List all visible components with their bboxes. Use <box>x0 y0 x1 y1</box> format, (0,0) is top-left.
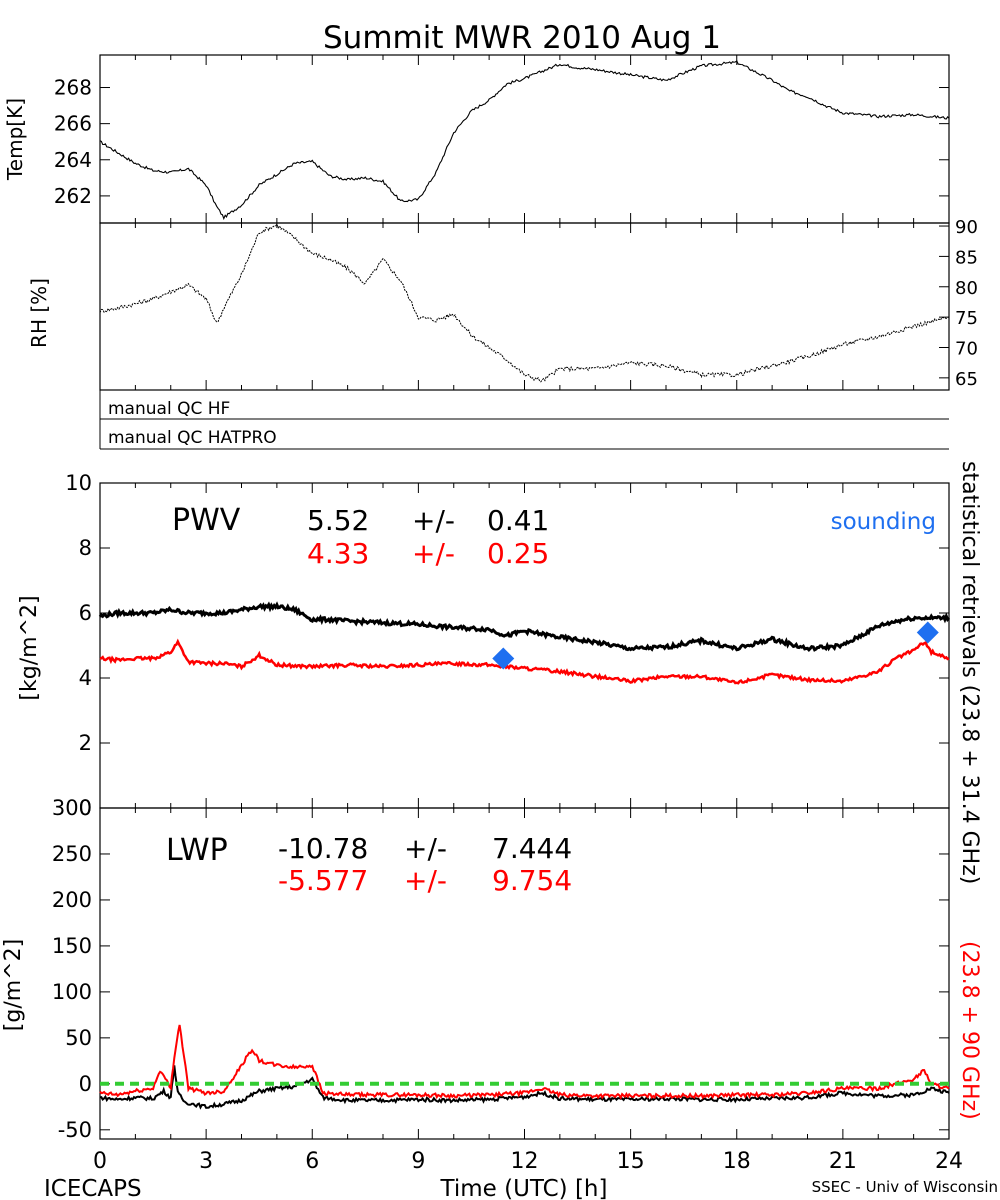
y-tick-label: 65 <box>955 369 978 390</box>
lwp-series-black <box>99 1065 950 1110</box>
sounding-legend: sounding <box>831 509 936 535</box>
temp-series-line <box>99 60 950 221</box>
y-tick-label: 6 <box>79 601 92 625</box>
chart-title: Summit MWR 2010 Aug 1 <box>323 20 721 56</box>
y-tick-label: 8 <box>79 536 92 560</box>
temp-panel: 262 264 266 268 Temp[K] <box>3 54 950 224</box>
rh-frame <box>99 222 950 391</box>
lwp-red-sep: +/- <box>404 864 447 897</box>
y-tick-label: 266 <box>54 112 92 136</box>
x-tick-label: 9 <box>411 1149 425 1174</box>
temp-y-ticks: 262 264 266 268 <box>54 76 949 208</box>
lwp-black-sep: +/- <box>404 832 447 865</box>
y-tick-label: 10 <box>65 471 92 495</box>
lwp-black-mean: -10.78 <box>278 832 368 865</box>
y-tick-label: 0 <box>79 796 92 820</box>
side-label-black: statistical retrievals (23.8 + 31.4 GHz) <box>957 461 982 884</box>
y-tick-label: 50 <box>65 1026 92 1050</box>
pwv-series-black <box>98 601 951 652</box>
rh-panel: 65 70 75 80 85 90 RH [%] <box>27 217 978 391</box>
sounding-point <box>492 647 515 670</box>
y-tick-label: -50 <box>58 1118 92 1142</box>
x-tick-label: 21 <box>829 1149 857 1174</box>
pwv-y-ticks: 0 2 4 6 8 10 <box>65 471 949 820</box>
y-tick-label: 262 <box>54 184 92 208</box>
x-tick-label: 24 <box>935 1149 963 1174</box>
y-tick-label: 2 <box>79 731 92 755</box>
y-tick-label: 85 <box>955 247 978 268</box>
pwv-red-mean: 4.33 <box>307 537 369 570</box>
rh-y-ticks: 65 70 75 80 85 90 <box>939 217 978 390</box>
y-tick-label: 150 <box>52 934 92 958</box>
lwp-annotation: LWP <box>166 833 228 868</box>
y-tick-label: 0 <box>79 1072 92 1096</box>
lwp-panel: -50 0 50 100 150 200 250 300 [g/m^2] LWP -10.78… <box>1 796 950 1142</box>
lwp-red-std: 9.754 <box>492 864 572 897</box>
y-tick-label: 100 <box>52 980 92 1004</box>
y-tick-label: 250 <box>52 842 92 866</box>
lwp-y-ticks: -50 0 50 100 150 200 250 300 <box>52 796 949 1142</box>
y-tick-label: 80 <box>955 278 978 299</box>
x-tick-label: 18 <box>723 1149 751 1174</box>
y-tick-label: 75 <box>955 308 978 329</box>
y-tick-label: 200 <box>52 888 92 912</box>
x-tick-label: 12 <box>511 1149 539 1174</box>
x-axis-ticks: 0 3 6 9 12 15 18 21 24 <box>93 55 963 1174</box>
lwp-black-std: 7.444 <box>492 832 572 865</box>
x-tick-label: 15 <box>617 1149 645 1174</box>
qc-hf-label: manual QC HF <box>108 399 230 419</box>
lwp-ylabel: [g/m^2] <box>1 939 26 1031</box>
lwp-red-mean: -5.577 <box>278 864 368 897</box>
footer-right: SSEC - Univ of Wisconsin <box>812 1178 998 1196</box>
pwv-series-red <box>99 638 950 685</box>
temp-ylabel: Temp[K] <box>3 98 27 181</box>
pwv-ylabel: [kg/m^2] <box>17 595 42 700</box>
lwp-series-red <box>99 1024 950 1100</box>
qc-hatpro-label: manual QC HATPRO <box>108 428 277 448</box>
pwv-black-sep: +/- <box>412 504 455 537</box>
pwv-black-std: 0.41 <box>487 504 549 537</box>
pwv-black-mean: 5.52 <box>307 504 369 537</box>
y-tick-label: 300 <box>52 796 92 820</box>
y-tick-label: 70 <box>955 338 978 359</box>
rh-series-line <box>99 223 950 383</box>
x-axis-label: Time (UTC) [h] <box>440 1176 608 1200</box>
y-tick-label: 90 <box>955 217 978 238</box>
footer-left: ICECAPS <box>44 1176 142 1200</box>
sounding-points <box>492 621 939 670</box>
y-tick-label: 4 <box>79 666 92 690</box>
temp-frame <box>99 54 950 224</box>
pwv-red-sep: +/- <box>412 537 455 570</box>
x-tick-label: 6 <box>305 1149 319 1174</box>
qc-strip: manual QC HF manual QC HATPRO <box>99 390 949 450</box>
x-tick-label: 0 <box>93 1149 107 1174</box>
pwv-annotation: PWV <box>172 503 241 538</box>
sounding-point <box>916 621 939 644</box>
y-tick-label: 264 <box>54 148 92 172</box>
x-tick-label: 3 <box>199 1149 213 1174</box>
pwv-red-std: 0.25 <box>487 537 549 570</box>
side-label-red: (23.8 + 90 GHz) <box>957 941 982 1120</box>
rh-ylabel: RH [%] <box>27 278 51 348</box>
y-tick-label: 268 <box>54 76 92 100</box>
